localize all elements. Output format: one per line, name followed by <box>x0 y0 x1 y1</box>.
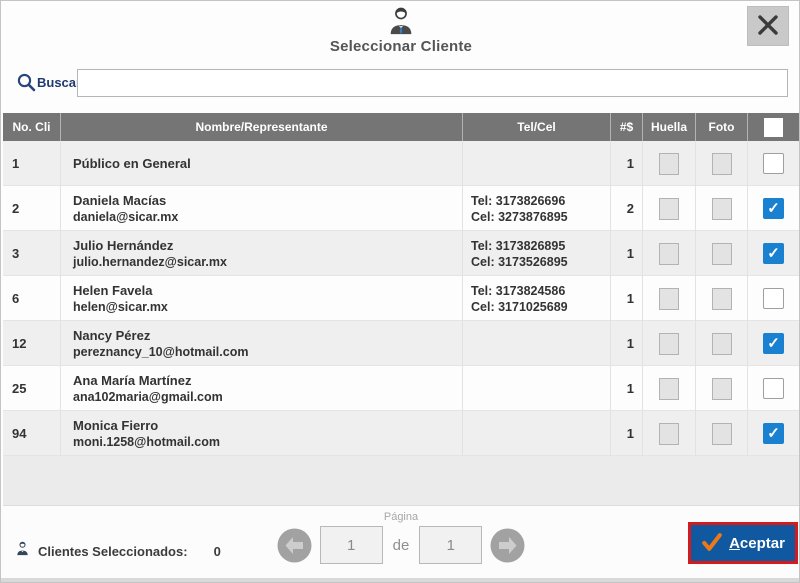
client-tel: Tel: 3173824586 <box>471 283 566 298</box>
select-checkbox[interactable] <box>763 243 784 264</box>
client-tel: Tel: 3173826895 <box>471 238 566 253</box>
arrow-left-icon <box>277 528 312 566</box>
col-header-tel: Tel/Cel <box>463 113 611 141</box>
client-person-icon <box>386 5 416 42</box>
search-label: Buscar: <box>37 75 86 90</box>
client-name: Daniela Macías <box>73 192 167 208</box>
pagination: Página de <box>271 511 531 564</box>
foto-checkbox <box>711 287 732 310</box>
huella-checkbox <box>659 152 679 175</box>
client-email: julio.hernandez@sicar.mx <box>73 254 227 269</box>
foto-checkbox <box>711 242 732 265</box>
window-bottom-edge <box>1 578 799 582</box>
client-email: moni.1258@hotmail.com <box>73 434 220 449</box>
select-checkbox[interactable] <box>763 423 784 444</box>
prev-page-button[interactable] <box>277 528 312 563</box>
foto-checkbox <box>711 377 732 400</box>
close-button[interactable] <box>747 6 789 46</box>
page-of-label: de <box>392 536 410 554</box>
client-name: Julio Hernández <box>73 237 174 253</box>
selected-clients-group: Clientes Seleccionados: 0 <box>15 539 221 563</box>
search-input[interactable] <box>77 69 788 97</box>
next-page-button[interactable] <box>490 528 525 563</box>
total-pages-input[interactable] <box>419 526 483 564</box>
col-header-foto: Foto <box>696 113 748 141</box>
table-row[interactable]: 94 Monica Fierro moni.1258@hotmail.com 1 <box>3 411 799 456</box>
client-cel: Cel: 3171025689 <box>471 299 568 314</box>
huella-checkbox <box>659 422 679 445</box>
table-row[interactable]: 12 Nancy Pérez pereznancy_10@hotmail.com… <box>3 321 799 366</box>
accept-button[interactable]: Aceptar <box>688 522 798 564</box>
current-page-input[interactable] <box>319 526 383 564</box>
client-email: pereznancy_10@hotmail.com <box>73 344 249 359</box>
page-label: Página <box>383 511 419 523</box>
footer: Clientes Seleccionados: 0 Página de <box>1 506 799 580</box>
accept-label: Aceptar <box>729 534 785 552</box>
table-row[interactable]: 2 Daniela Macías daniela@sicar.mx Tel: 3… <box>3 186 799 231</box>
select-checkbox[interactable] <box>763 198 784 219</box>
foto-checkbox <box>711 152 732 175</box>
col-header-count: #$ <box>611 113 643 141</box>
client-mini-icon <box>15 539 30 563</box>
table-row[interactable]: 25 Ana María Martínez ana102maria@gmail.… <box>3 366 799 411</box>
selected-clients-label: Clientes Seleccionados: <box>38 543 188 559</box>
dialog-title: Seleccionar Cliente <box>329 38 473 55</box>
huella-checkbox <box>659 242 679 265</box>
client-cel: Cel: 3173526895 <box>471 254 568 269</box>
arrow-right-icon <box>490 528 525 566</box>
table-header: No. Cli Nombre/Representante Tel/Cel #$ … <box>3 113 799 141</box>
huella-checkbox <box>659 287 679 310</box>
select-checkbox[interactable] <box>763 378 784 399</box>
foto-checkbox <box>711 197 732 220</box>
client-name: Nancy Pérez <box>73 327 151 343</box>
foto-checkbox <box>711 422 732 445</box>
client-name: Helen Favela <box>73 282 153 298</box>
table-row[interactable]: 6 Helen Favela helen@sicar.mx Tel: 31738… <box>3 276 799 321</box>
selected-clients-count: 0 <box>213 543 221 559</box>
foto-checkbox <box>711 332 732 355</box>
close-icon <box>755 12 781 41</box>
check-icon <box>701 531 723 556</box>
col-header-huella: Huella <box>643 113 696 141</box>
client-tel: Tel: 3173826696 <box>471 193 566 208</box>
table-row[interactable]: 1 Público en General 1 <box>3 141 799 186</box>
search-icon <box>15 71 39 100</box>
huella-checkbox <box>659 197 679 220</box>
search-row: Buscar: <box>1 67 799 101</box>
table-empty-area <box>3 456 799 506</box>
huella-checkbox <box>659 377 679 400</box>
client-email: helen@sicar.mx <box>73 299 168 314</box>
col-header-name: Nombre/Representante <box>61 113 463 141</box>
client-table: No. Cli Nombre/Representante Tel/Cel #$ … <box>3 113 799 506</box>
huella-checkbox <box>659 332 679 355</box>
client-email: ana102maria@gmail.com <box>73 389 223 404</box>
client-email: daniela@sicar.mx <box>73 209 179 224</box>
client-name: Ana María Martínez <box>73 372 192 388</box>
col-header-no: No. Cli <box>3 113 61 141</box>
select-checkbox[interactable] <box>763 288 784 309</box>
client-name: Público en General <box>73 155 191 171</box>
select-checkbox[interactable] <box>763 333 784 354</box>
client-name: Monica Fierro <box>73 417 159 433</box>
client-cel: Cel: 3273876895 <box>471 209 568 224</box>
select-all-checkbox[interactable] <box>764 117 783 137</box>
table-row[interactable]: 3 Julio Hernández julio.hernandez@sicar.… <box>3 231 799 276</box>
select-checkbox[interactable] <box>763 153 784 174</box>
